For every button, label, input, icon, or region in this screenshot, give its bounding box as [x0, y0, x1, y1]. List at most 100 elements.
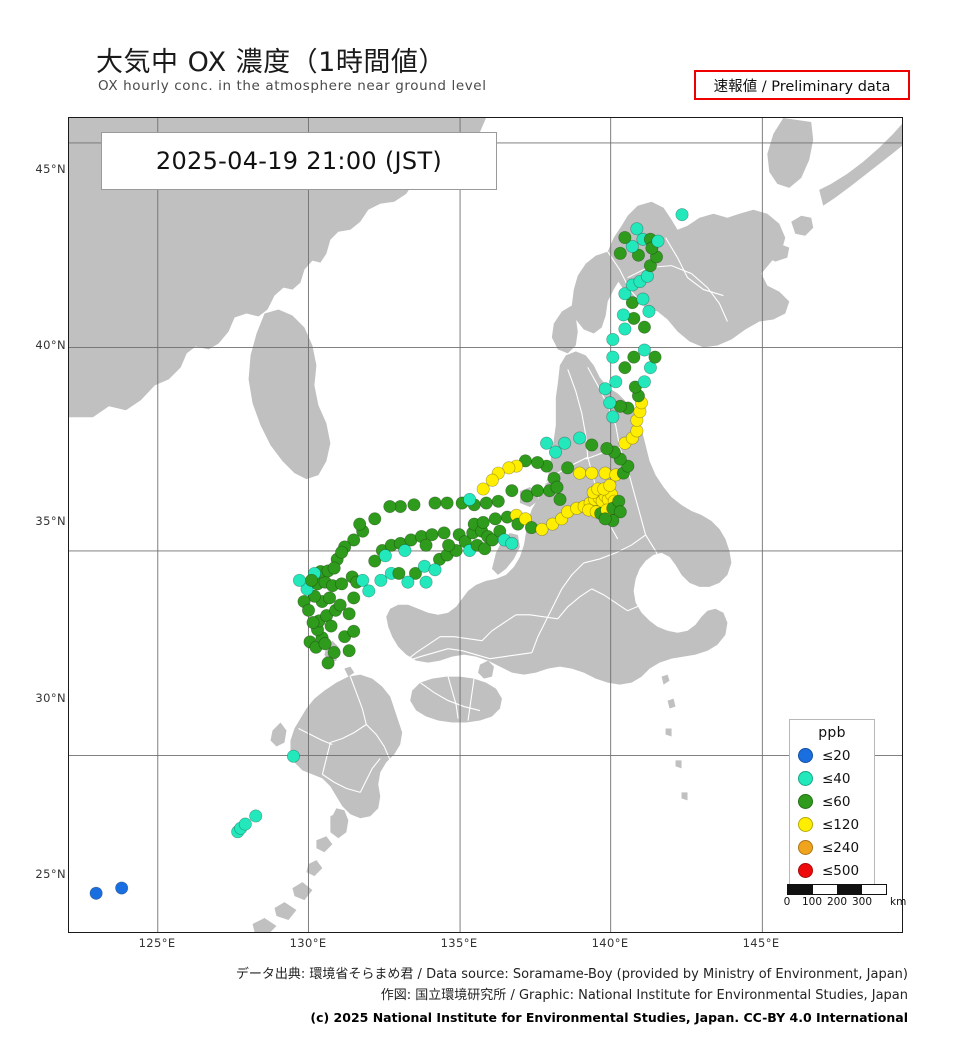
legend-color-dot: [798, 771, 813, 786]
observation-point: [573, 431, 587, 445]
observation-point: [342, 644, 356, 658]
observation-point: [598, 382, 612, 396]
observation-point: [347, 591, 361, 605]
observation-point: [327, 561, 341, 575]
observation-point: [292, 573, 306, 587]
legend-color-dot: [798, 863, 813, 878]
observation-point: [648, 350, 662, 364]
observation-point: [630, 222, 644, 236]
observation-point: [335, 577, 349, 591]
observation-point: [419, 538, 433, 552]
scale-tick-label: 300: [851, 896, 873, 908]
observation-point: [631, 248, 645, 262]
scale-bar: 0 100 200 300 km: [781, 884, 907, 910]
observation-point: [318, 637, 332, 651]
observation-point: [323, 591, 337, 605]
observation-point: [428, 563, 442, 577]
y-tick-label: 25°N: [35, 866, 66, 881]
observation-point: [301, 603, 316, 617]
observation-point: [585, 466, 599, 480]
y-tick-label: 45°N: [35, 161, 66, 176]
observation-point: [401, 575, 415, 589]
scale-tick-label: 0: [783, 896, 791, 908]
observation-point: [613, 505, 627, 519]
preliminary-data-badge: 速報値 / Preliminary data: [694, 70, 910, 100]
observation-point: [440, 496, 454, 510]
observation-point: [408, 566, 423, 580]
legend-label: ≤60: [822, 793, 851, 810]
observation-point: [613, 246, 627, 260]
footer: データ出典: 環境省そらまめ君 / Data source: Soramame-…: [0, 964, 980, 1030]
observation-point: [573, 466, 587, 480]
scale-tick-label: 200: [826, 896, 848, 908]
observation-point: [488, 512, 502, 526]
observation-point: [398, 544, 412, 558]
legend: ppb ≤20 ≤40 ≤60 ≤120 ≤240 ≤500: [789, 719, 875, 890]
observation-point: [353, 517, 367, 531]
legend-label: ≤20: [822, 747, 851, 764]
observation-point: [520, 489, 534, 503]
scale-seg-3: [837, 885, 862, 894]
observation-point: [618, 230, 632, 245]
observation-point: [374, 573, 388, 587]
observation-point: [535, 522, 549, 536]
scale-bar-ticks: 0 100 200 300 km: [781, 895, 907, 910]
scale-seg-1: [788, 885, 813, 894]
observation-point: [362, 584, 376, 598]
legend-label: ≤120: [822, 816, 860, 833]
observation-point: [428, 496, 442, 510]
observation-point: [115, 881, 129, 895]
observation-point: [540, 436, 554, 450]
observation-point: [479, 496, 493, 510]
observation-point: [618, 322, 632, 336]
observation-point: [606, 333, 620, 347]
observation-point: [249, 809, 263, 823]
observation-point: [530, 484, 545, 498]
observation-point: [616, 308, 630, 322]
observation-point: [600, 441, 614, 456]
observation-point: [618, 287, 632, 301]
observation-point: [442, 538, 456, 552]
observation-point: [530, 456, 545, 470]
observation-point: [356, 573, 370, 587]
observation-point: [603, 478, 617, 492]
map-plot-area[interactable]: .land { fill:#c0c0c0; stroke:none; } .pr…: [68, 117, 903, 933]
legend-color-dot: [798, 817, 813, 832]
observation-point: [637, 375, 651, 389]
observation-point: [625, 239, 639, 253]
observation-point: [476, 482, 490, 496]
observation-point: [327, 645, 341, 660]
observation-point: [553, 492, 567, 506]
y-tick-label: 30°N: [35, 690, 66, 705]
observation-point: [603, 396, 617, 410]
legend-label: ≤240: [822, 839, 860, 856]
legend-rows: ≤20 ≤40 ≤60 ≤120 ≤240 ≤500: [796, 744, 868, 882]
footer-graphic-credit: 作図: 国立環境研究所 / Graphic: National Institut…: [380, 988, 908, 1003]
footer-data-source: データ出典: 環境省そらまめ君 / Data source: Soramame-…: [235, 967, 908, 982]
x-tick-label: 145°E: [742, 936, 780, 950]
legend-row: ≤500: [796, 859, 868, 882]
observation-point: [643, 259, 657, 273]
observation-point: [378, 549, 392, 563]
footer-copyright: (c) 2025 National Institute for Environm…: [310, 1010, 908, 1025]
observation-point: [505, 536, 519, 550]
legend-row: ≤60: [796, 790, 868, 813]
observation-point: [606, 350, 620, 364]
scale-seg-4: [861, 885, 886, 894]
observation-point: [324, 619, 338, 633]
legend-row: ≤40: [796, 767, 868, 790]
page-title: 大気中 OX 濃度（1時間値）: [96, 47, 446, 78]
scale-seg-2: [812, 885, 837, 894]
prefecture-boundaries: [298, 237, 728, 793]
observation-point: [651, 234, 665, 248]
observation-point: [347, 533, 361, 547]
observation-point: [675, 208, 689, 222]
japan-map-svg: .land { fill:#c0c0c0; stroke:none; } .pr…: [69, 118, 902, 932]
x-tick-label: 140°E: [591, 936, 629, 950]
legend-color-dot: [798, 840, 813, 855]
observation-point: [407, 498, 421, 512]
observation-point: [598, 512, 612, 526]
legend-color-dot: [798, 794, 813, 809]
timestamp-box: 2025-04-19 21:00 (JST): [101, 132, 497, 190]
observation-point: [561, 461, 575, 475]
